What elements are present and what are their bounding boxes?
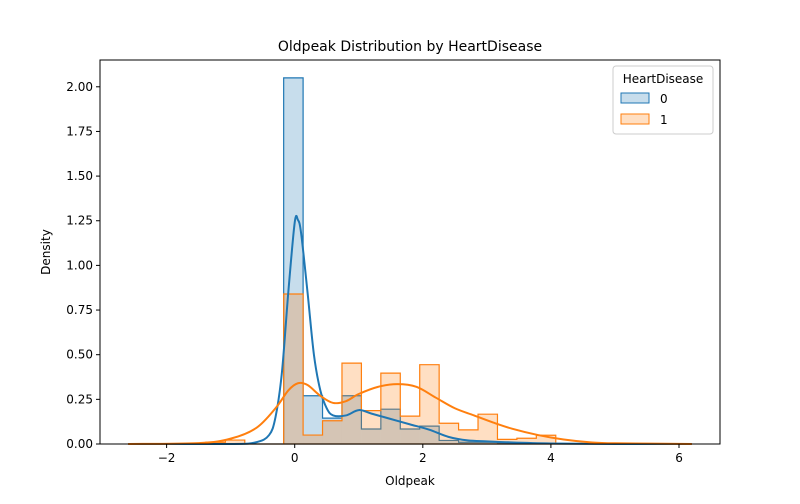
- y-tick-label: 0.00: [66, 437, 93, 451]
- hist-bar-0: [361, 428, 381, 444]
- legend-frame: [612, 65, 714, 135]
- x-tick-label: 4: [547, 451, 555, 465]
- hist-bar-1: [341, 363, 362, 444]
- x-tick-label: 2: [419, 451, 427, 465]
- plot-area: [128, 77, 692, 446]
- legend-label-0: 0: [660, 92, 668, 106]
- hist-bar-0: [322, 418, 342, 444]
- hist-bar-1: [536, 435, 556, 444]
- y-tick-label: 0.75: [66, 303, 93, 317]
- hist-bar-1: [516, 438, 537, 444]
- hist-bar-1: [380, 373, 401, 444]
- hist-outline-0: [128, 77, 692, 445]
- hist-bar-0: [303, 395, 323, 444]
- x-tick-label: 6: [675, 451, 683, 465]
- hist-bar-0: [283, 77, 304, 444]
- chart-title: Oldpeak Distribution by HeartDisease: [278, 39, 542, 55]
- hist-bar-0: [341, 395, 362, 444]
- axes-frame: [99, 59, 721, 445]
- legend-swatch-0: [620, 92, 650, 104]
- hist-bar-0: [439, 440, 459, 444]
- hist-bar-1: [283, 293, 304, 444]
- hist-bar-0: [400, 428, 420, 444]
- hist-bar-1: [322, 420, 342, 444]
- x-tick-label: 0: [291, 451, 299, 465]
- legend-swatch-1: [620, 113, 650, 125]
- x-axis-label: Oldpeak: [385, 474, 435, 488]
- hist-bar-1: [400, 416, 420, 444]
- y-axis: 0.00 0.25 0.50 0.75 1.00 1.25 1.50 1.75 2.00: [66, 80, 100, 451]
- y-tick-label: 1.25: [66, 214, 93, 228]
- kde-line-0: [128, 214, 692, 446]
- hist-bar-1: [225, 440, 245, 444]
- legend-title: HeartDisease: [623, 72, 704, 86]
- x-axis: −2 0 2 4 6: [158, 444, 683, 465]
- hist-bar-1: [303, 435, 323, 444]
- legend: HeartDisease 0 1: [612, 65, 714, 135]
- y-tick-label: 1.50: [66, 169, 93, 183]
- hist-bar-0: [458, 442, 479, 444]
- x-tick-label: −2: [158, 451, 176, 465]
- hist-bar-1: [419, 364, 440, 444]
- hist-bar-0: [478, 442, 498, 444]
- y-tick-label: 0.50: [66, 348, 93, 362]
- y-tick-label: 2.00: [66, 80, 93, 94]
- y-tick-label: 1.00: [66, 258, 93, 272]
- y-tick-label: 0.25: [66, 392, 93, 406]
- hist-bar-1: [361, 410, 381, 444]
- kde-line-1: [128, 381, 692, 445]
- y-axis-label: Density: [39, 229, 53, 275]
- y-tick-label: 1.75: [66, 124, 93, 138]
- legend-label-1: 1: [660, 113, 668, 127]
